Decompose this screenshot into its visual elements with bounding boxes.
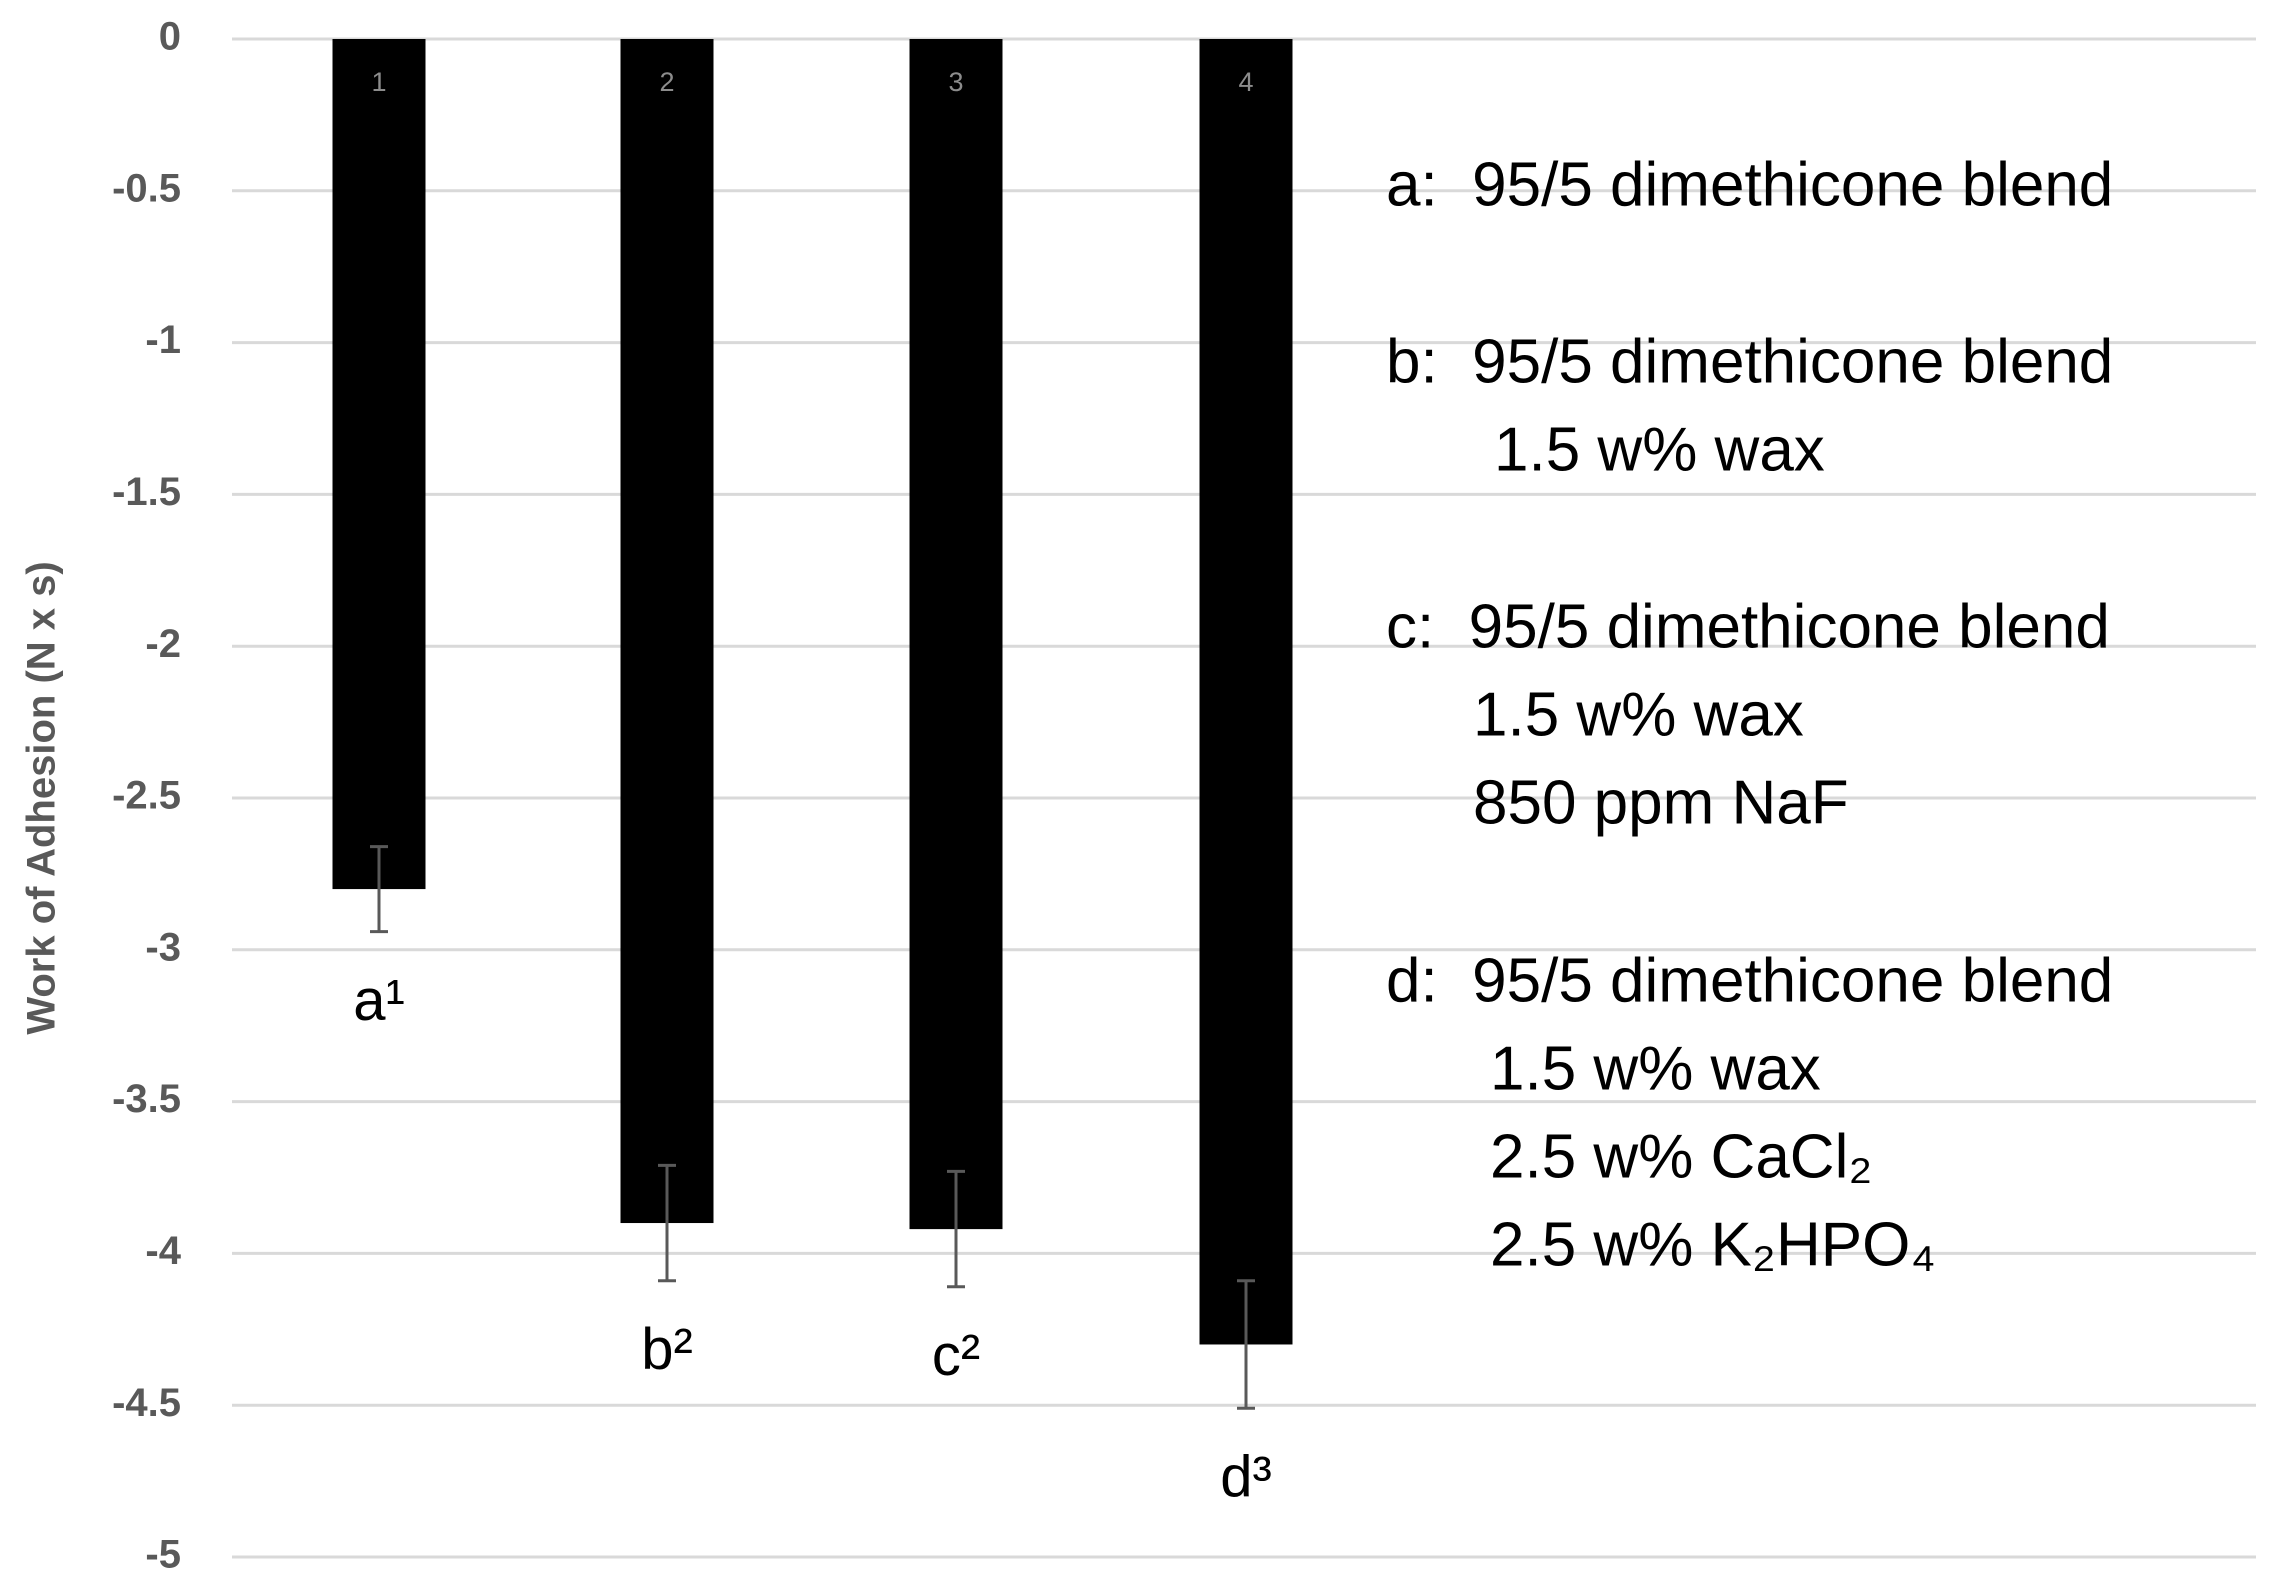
y-tick-label: -3 bbox=[145, 925, 181, 969]
y-tick-label: -1 bbox=[145, 318, 181, 362]
annotation-line: 2.5 w% CaCl₂ bbox=[1490, 1122, 1872, 1191]
y-tick-label: -2.5 bbox=[112, 774, 181, 818]
error-bar bbox=[370, 845, 388, 934]
y-tick-label: -4.5 bbox=[112, 1381, 181, 1425]
annotation-line: b: 95/5 dimethicone blend bbox=[1386, 327, 2113, 396]
annotation-line: 1.5 w% wax bbox=[1490, 1034, 1821, 1103]
y-tick-label: 0 bbox=[159, 15, 181, 59]
annotation-line: 850 ppm NaF bbox=[1473, 768, 1849, 837]
error-bar bbox=[947, 1169, 965, 1289]
annotation-line: a: 95/5 dimethicone blend bbox=[1386, 150, 2113, 219]
category-label: 1 bbox=[371, 67, 386, 97]
category-label: 4 bbox=[1238, 67, 1253, 97]
error-bar bbox=[658, 1163, 676, 1283]
annotation-line: d: 95/5 dimethicone blend bbox=[1386, 946, 2113, 1015]
annotation-line: 1.5 w% wax bbox=[1494, 415, 1825, 484]
y-tick-label: -3.5 bbox=[112, 1077, 181, 1121]
bar bbox=[909, 39, 1003, 1230]
y-tick-label: -5 bbox=[145, 1533, 181, 1577]
y-tick-label: -0.5 bbox=[112, 166, 181, 210]
annotation-line: c: 95/5 dimethicone blend bbox=[1386, 592, 2110, 661]
category-label: 2 bbox=[659, 67, 674, 97]
y-tick-label: -2 bbox=[145, 622, 181, 666]
annotation-line: 1.5 w% wax bbox=[1473, 680, 1804, 749]
y-tick-label: -1.5 bbox=[112, 470, 181, 514]
bar bbox=[332, 39, 426, 890]
bar bbox=[620, 39, 714, 1224]
bar-label: d³ bbox=[1220, 1445, 1272, 1510]
annotation-line: 2.5 w% K₂HPO₄ bbox=[1490, 1210, 1936, 1279]
bar bbox=[1199, 39, 1293, 1345]
bar-label: b² bbox=[641, 1317, 693, 1382]
y-axis-title: Work of Adhesion (N x s) bbox=[20, 561, 64, 1034]
y-tick-label: -4 bbox=[145, 1229, 181, 1273]
category-label: 3 bbox=[948, 67, 963, 97]
error-bar bbox=[1237, 1279, 1255, 1410]
bar-label: a¹ bbox=[353, 968, 405, 1033]
bar-label: c² bbox=[932, 1323, 980, 1388]
